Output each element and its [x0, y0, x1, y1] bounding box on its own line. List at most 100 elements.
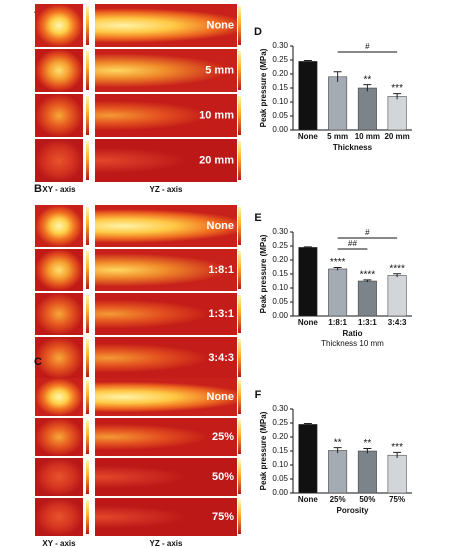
xy-heatmap	[35, 498, 83, 536]
xy-heatmap	[35, 293, 83, 335]
condition-label: 25%	[212, 431, 234, 443]
xy-heatmap	[35, 49, 83, 92]
yz-heatmap	[95, 4, 237, 47]
significance: **	[363, 74, 371, 85]
xy-heatmap	[35, 139, 83, 182]
x-tick-label: 20 mm	[384, 132, 409, 141]
x-tick-label: 1:8:1	[328, 318, 347, 327]
x-tick-label: 25%	[330, 495, 346, 504]
condition-label: 75%	[212, 511, 234, 523]
y-tick-label: 0.30	[272, 404, 288, 413]
bar	[298, 424, 318, 494]
xy-heatmap	[35, 418, 83, 456]
xy-colorbar	[86, 51, 89, 90]
yz-heatmap	[95, 293, 237, 335]
y-tick-label: 0.20	[272, 69, 288, 78]
chart-letter: E	[254, 212, 261, 224]
yz-heatmap	[95, 249, 237, 291]
y-tick-label: 0.30	[272, 41, 288, 50]
yz-colorbar	[238, 251, 241, 289]
yz-colorbar	[238, 141, 241, 180]
y-tick-label: 0.20	[272, 432, 288, 441]
error-bar	[363, 279, 372, 283]
bar	[328, 268, 348, 317]
yz-colorbar	[238, 51, 241, 90]
bar	[357, 87, 377, 131]
yz-heatmap	[95, 458, 237, 496]
yz-colorbar	[238, 460, 241, 494]
y-tick-label: 0.05	[272, 474, 288, 483]
y-axis-label: Peak pressure (MPa)	[259, 234, 268, 313]
x-tick-label: None	[298, 132, 319, 141]
x-tick-label: 5 mm	[327, 132, 348, 141]
error-bar	[363, 447, 372, 454]
yz-heatmap	[95, 378, 237, 416]
bar	[357, 280, 377, 317]
xy-heatmap	[35, 337, 83, 379]
xy-colorbar	[86, 141, 89, 180]
y-tick-label: 0.00	[272, 311, 288, 320]
yz-colorbar	[238, 6, 241, 45]
xy-colorbar	[86, 380, 89, 414]
x-axis-label: Thickness	[333, 143, 373, 152]
condition-label: 10 mm	[199, 109, 234, 121]
bracket-label: #	[365, 228, 370, 237]
bar	[387, 275, 407, 317]
error-bar	[393, 451, 402, 458]
yz-axis-label: YZ - axis	[150, 539, 183, 548]
yz-heatmap	[95, 498, 237, 536]
xy-colorbar	[86, 339, 89, 377]
condition-label: 5 mm	[205, 64, 234, 76]
significance: ****	[389, 263, 405, 274]
bar	[328, 450, 348, 494]
yz-axis-label: YZ - axis	[150, 185, 183, 194]
bar	[387, 454, 407, 494]
y-tick-label: 0.00	[272, 125, 288, 134]
xy-heatmap	[35, 205, 83, 247]
x-tick-label: 1:3:1	[358, 318, 377, 327]
significance: ***	[391, 442, 403, 453]
y-tick-label: 0.15	[272, 83, 288, 92]
y-tick-label: 0.10	[272, 283, 288, 292]
condition-label: 3:4:3	[208, 352, 234, 364]
x-axis-label: Porosity	[336, 506, 369, 515]
x-axis-label: Ratio	[343, 329, 363, 338]
significance: ****	[360, 270, 376, 281]
yz-heatmap	[95, 94, 237, 137]
y-tick-label: 0.25	[272, 241, 288, 250]
significance: ***	[391, 83, 403, 94]
yz-colorbar	[238, 500, 241, 534]
error-bar	[393, 273, 402, 278]
yz-colorbar	[238, 295, 241, 333]
y-tick-label: 0.05	[272, 111, 288, 120]
error-bar	[393, 93, 402, 100]
xy-axis-label: XY - axis	[42, 539, 76, 548]
xy-heatmap	[35, 378, 83, 416]
y-tick-label: 0.10	[272, 460, 288, 469]
xy-heatmap	[35, 94, 83, 137]
x-tick-label: 3:4:3	[388, 318, 407, 327]
xy-colorbar	[86, 207, 89, 245]
error-bar	[333, 267, 342, 271]
yz-colorbar	[238, 339, 241, 377]
yz-colorbar	[238, 207, 241, 245]
bar	[387, 96, 407, 131]
y-tick-label: 0.25	[272, 418, 288, 427]
y-tick-label: 0.05	[272, 297, 288, 306]
xy-colorbar	[86, 6, 89, 45]
significance: ****	[330, 257, 346, 268]
error-bar	[303, 246, 312, 248]
yz-colorbar	[238, 420, 241, 454]
y-axis-label: Peak pressure (MPa)	[259, 48, 268, 127]
x-tick-label: 75%	[389, 495, 405, 504]
xy-colorbar	[86, 420, 89, 454]
significance: **	[334, 437, 342, 448]
bar	[357, 450, 377, 494]
condition-label: 1:3:1	[208, 308, 234, 320]
condition-label: None	[207, 220, 235, 232]
chart-letter: D	[254, 26, 262, 38]
error-bar	[303, 60, 312, 63]
condition-label: 20 mm	[199, 154, 234, 166]
condition-label: None	[207, 19, 235, 31]
